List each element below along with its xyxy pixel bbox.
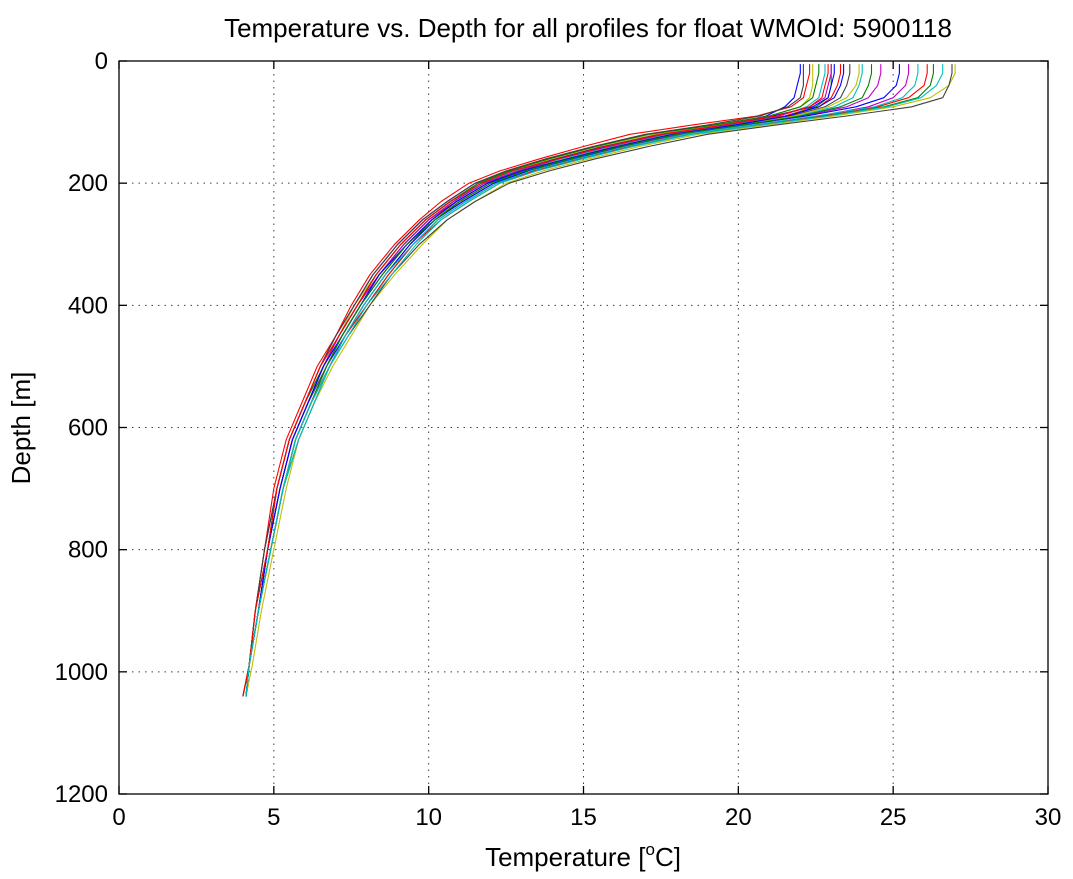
x-axis-label: Temperature [oC] [485, 840, 681, 872]
x-tick-labels: 0 5 10 15 20 25 30 [112, 804, 1061, 831]
profile-line-17 [245, 64, 928, 697]
y-tick-label: 800 [68, 537, 108, 564]
profile-line-24 [242, 64, 829, 697]
profile-line-25 [245, 64, 919, 697]
x-tick-label: 10 [415, 804, 442, 831]
profile-line-16 [242, 64, 820, 697]
profile-line-13 [242, 64, 814, 697]
profile-line-22 [245, 64, 845, 697]
x-tick-label: 5 [267, 804, 280, 831]
y-tick-label: 1000 [55, 659, 108, 686]
grid-lines [119, 61, 1048, 794]
series-layer [242, 64, 956, 697]
profile-line-12 [245, 64, 882, 697]
y-tick-label: 0 [95, 48, 108, 75]
y-tick-label: 200 [68, 170, 108, 197]
x-tick-label: 25 [880, 804, 907, 831]
chart-title: Temperature vs. Depth for all profiles f… [224, 13, 952, 43]
x-tick-label: 0 [112, 804, 125, 831]
x-axis-label-degree: o [645, 840, 654, 859]
profile-line-1 [245, 64, 801, 697]
profile-line-6 [245, 64, 956, 697]
x-tick-label: 20 [725, 804, 752, 831]
y-tick-label: 1200 [55, 781, 108, 808]
x-tick-label: 30 [1035, 804, 1062, 831]
profile-line-3 [242, 64, 811, 697]
y-axis-label: Depth [m] [6, 372, 36, 485]
x-axis-label-unit: C] [655, 842, 681, 872]
profile-line-10 [242, 64, 842, 697]
profile-line-15 [245, 64, 900, 697]
x-axis-label-main: Temperature [ [485, 842, 646, 872]
y-tick-label: 400 [68, 292, 108, 319]
profile-line-21 [242, 64, 804, 697]
axis-ticks [118, 60, 1049, 795]
y-tick-labels: 0 200 400 600 800 1000 1200 [55, 48, 108, 808]
x-tick-label: 15 [570, 804, 597, 831]
y-tick-label: 600 [68, 415, 108, 442]
profile-line-7 [245, 64, 953, 697]
plot-frame [118, 60, 1049, 795]
